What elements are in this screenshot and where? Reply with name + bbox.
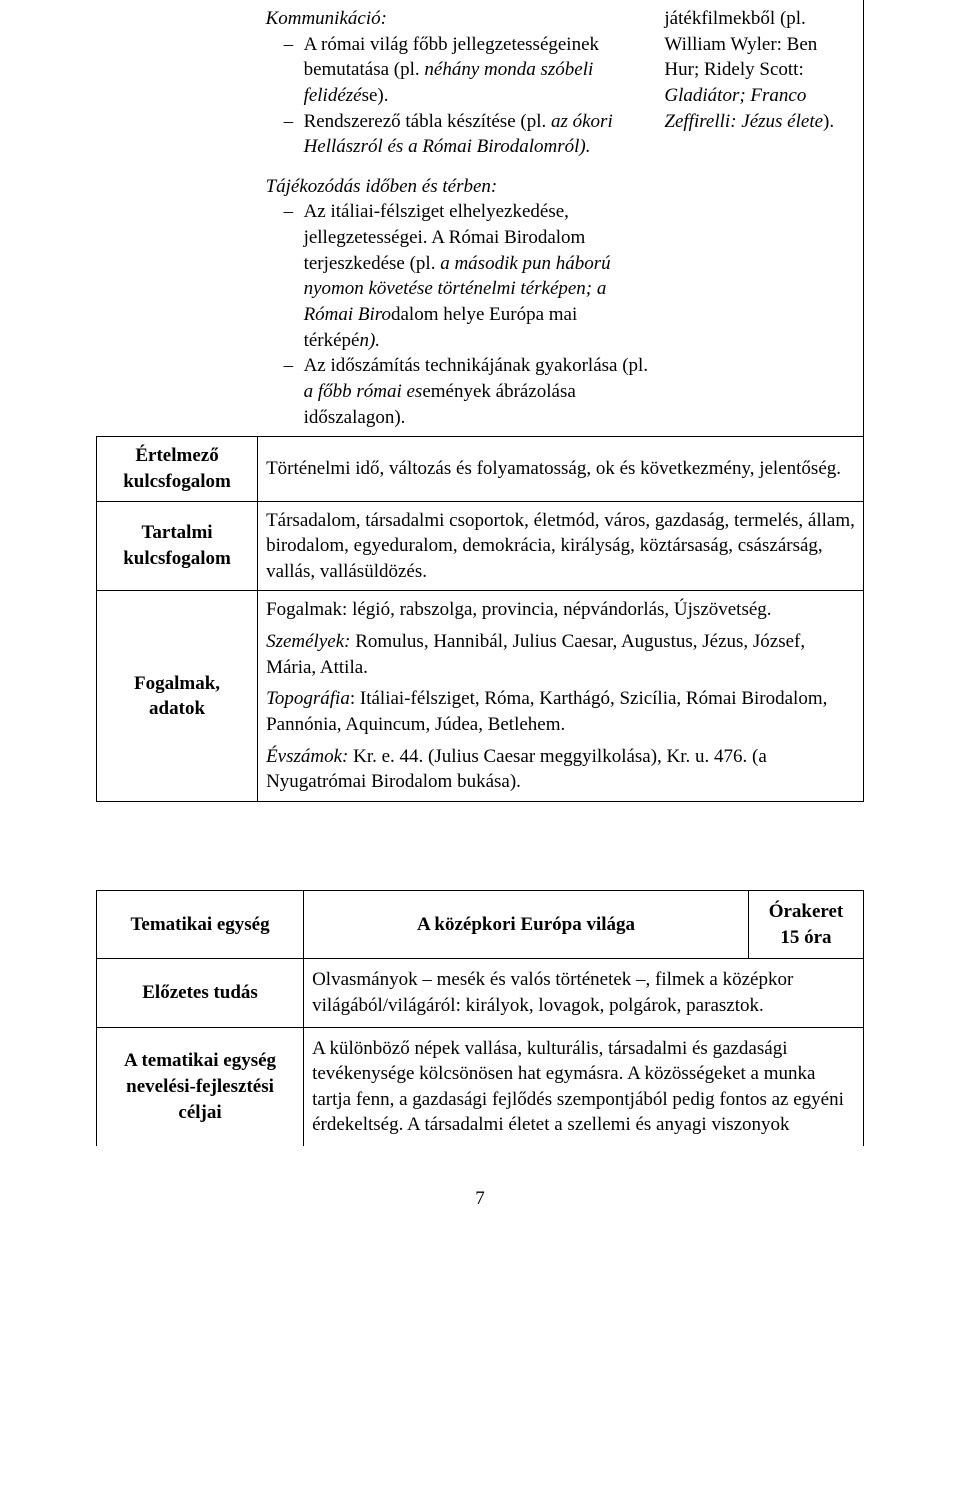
ertelmezo-text: Történelmi idő, változás és folyamatossá…	[258, 437, 864, 501]
unit-goals-text: A különböző népek vallása, kulturális, t…	[304, 1027, 864, 1146]
unit-row-goals: A tematikai egység nevelési-fejlesztési …	[97, 1027, 864, 1146]
orient-heading: Tájékozódás időben és térben:	[266, 174, 649, 200]
page-container: Kommunikáció: A római világ főbb jellegz…	[0, 0, 960, 1260]
txt2: se).	[362, 85, 389, 106]
hours-value: 15 óra	[757, 925, 855, 951]
unit-table: Tematikai egység A középkori Európa vilá…	[96, 890, 864, 1146]
fog-line-2: Személyek: Romulus, Hannibál, Julius Cae…	[266, 629, 855, 680]
communication-cell: Kommunikáció: A római világ főbb jellegz…	[258, 0, 657, 437]
fog-line-4: Évszámok: Kr. e. 44. (Julius Caesar megg…	[266, 744, 855, 795]
orient-list: Az itáliai-félsziget elhelyezkedése, jel…	[266, 199, 649, 430]
film-txt1: játékfilmekből (pl. William Wyler: Ben H…	[664, 8, 817, 80]
i: Évszámok:	[266, 746, 348, 767]
unit-prior-text: Olvasmányok – mesék és valós történetek …	[304, 959, 864, 1027]
fogalmak-text: Fogalmak: légió, rabszolga, provincia, n…	[258, 591, 864, 801]
t3: gon).	[366, 407, 406, 428]
unit-row-prior: Előzetes tudás Olvasmányok – mesék és va…	[97, 959, 864, 1027]
komm-item-1: A római világ főbb jellegzetességeinek b…	[284, 32, 649, 109]
ti: a főbb római es	[304, 381, 423, 402]
unit-title: A középkori Európa világa	[304, 890, 749, 958]
fogalmak-label: Fogalmak, adatok	[97, 591, 258, 801]
page-number: 7	[96, 1186, 864, 1212]
unit-label-3: A tematikai egység nevelési-fejlesztési …	[97, 1027, 304, 1146]
film-txt2: Gladiátor; Franco Zeffirelli: Jézus élet…	[664, 85, 823, 132]
t: Az időszámítás technikájának gyakorlása …	[304, 355, 649, 376]
ertelmezo-label: Értelmező kulcsfogalom	[97, 437, 258, 501]
fog-line-3: Topográfia: Itáliai-félsziget, Róma, Kar…	[266, 686, 855, 737]
unit-row-title: Tematikai egység A középkori Európa vilá…	[97, 890, 864, 958]
tartalmi-label: Tartalmi kulcsfogalom	[97, 501, 258, 591]
empty-left-cell	[97, 0, 258, 437]
tartalmi-text: Társadalom, társadalmi csoportok, életmó…	[258, 501, 864, 591]
unit-label-2: Előzetes tudás	[97, 959, 304, 1027]
r: : Itáliai-félsziget, Róma, Karthágó, Szi…	[266, 688, 827, 735]
orient-item-2: Az időszámítás technikájának gyakorlása …	[284, 353, 649, 430]
row-tartalmi: Tartalmi kulcsfogalom Társadalom, társad…	[97, 501, 864, 591]
orient-item-1: Az itáliai-félsziget elhelyezkedése, jel…	[284, 199, 649, 353]
komm-item-2: Rendszerező tábla készítése (pl. az ókor…	[284, 109, 649, 160]
fog-line-1: Fogalmak: légió, rabszolga, provincia, n…	[266, 597, 855, 623]
komm-list: A római világ főbb jellegzetességeinek b…	[266, 32, 649, 160]
row-ertelmezo: Értelmező kulcsfogalom Történelmi idő, v…	[97, 437, 864, 501]
i: Személyek:	[266, 631, 350, 652]
row-fogalmak: Fogalmak, adatok Fogalmak: légió, rabszo…	[97, 591, 864, 801]
hours-label: Órakeret	[757, 899, 855, 925]
row-communication: Kommunikáció: A római világ főbb jellegz…	[97, 0, 864, 437]
unit-label-1: Tematikai egység	[97, 890, 304, 958]
txt: Rendszerező tábla készítése (pl.	[304, 111, 551, 132]
unit-hours: Órakeret 15 óra	[748, 890, 863, 958]
films-cell: játékfilmekből (pl. William Wyler: Ben H…	[656, 0, 863, 437]
i: Topográfia	[266, 688, 350, 709]
film-txt3: ).	[823, 111, 834, 132]
vertical-spacer	[96, 802, 864, 890]
curriculum-table: Kommunikáció: A római világ főbb jellegz…	[96, 0, 864, 802]
komm-heading: Kommunikáció:	[266, 6, 649, 32]
ti2: n).	[359, 330, 380, 351]
